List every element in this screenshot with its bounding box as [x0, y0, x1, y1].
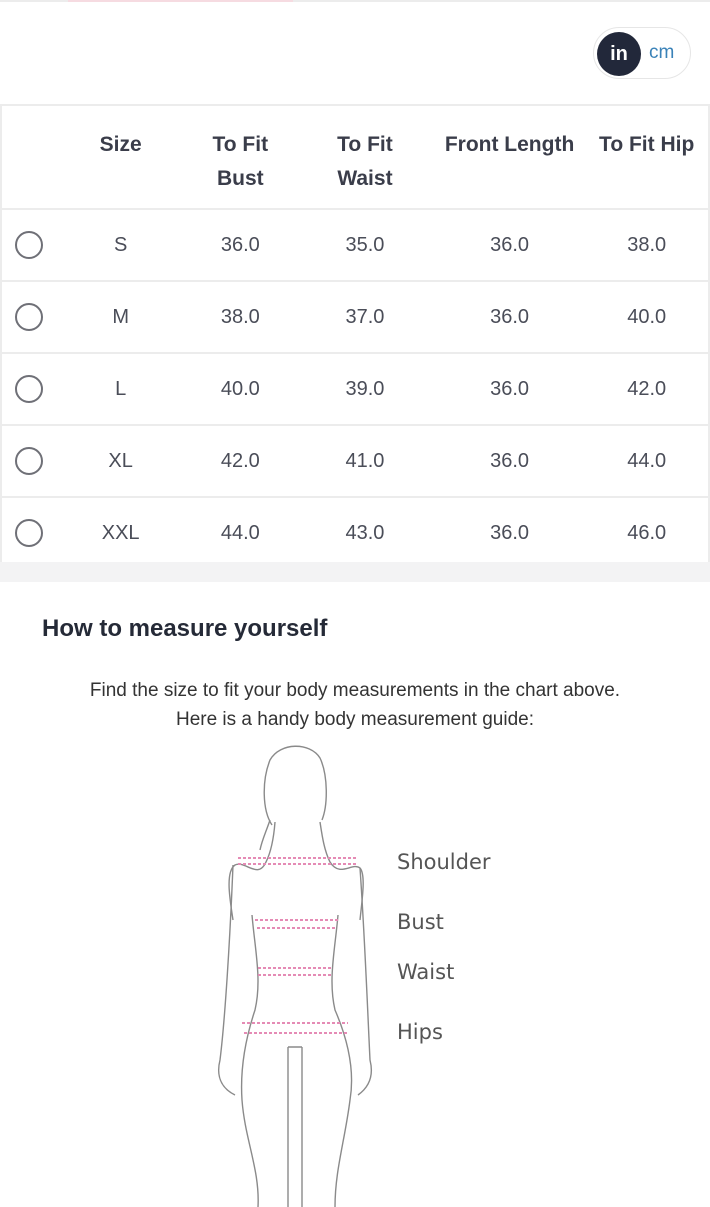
- header-size: Size: [56, 104, 185, 209]
- size-radio[interactable]: [15, 375, 44, 403]
- label-bust: Bust: [397, 910, 444, 934]
- cell-size: L: [56, 352, 185, 425]
- table-row[interactable]: L 40.0 39.0 36.0 42.0: [1, 352, 709, 425]
- table-row[interactable]: S 36.0 35.0 36.0 38.0: [1, 208, 709, 281]
- cell-hip: 42.0: [585, 352, 709, 425]
- cell-front-length: 36.0: [433, 352, 586, 425]
- cell-hip: 44.0: [585, 424, 709, 497]
- cell-bust: 36.0: [184, 208, 297, 281]
- unit-in-option[interactable]: in: [597, 32, 641, 76]
- cell-waist: 39.0: [296, 352, 434, 425]
- measure-lines: [238, 857, 357, 1034]
- cell-front-length: 36.0: [433, 208, 586, 281]
- measure-title: How to measure yourself: [42, 615, 328, 642]
- cell-waist: 41.0: [296, 424, 434, 497]
- cell-hip: 46.0: [585, 496, 709, 570]
- top-divider: [0, 0, 710, 2]
- header-hip: To Fit Hip: [585, 104, 709, 209]
- header-front-length: Front Length: [433, 104, 586, 209]
- table-header-row: Size To Fit Bust To Fit Waist Front Length…: [1, 104, 709, 209]
- label-shoulder: Shoulder: [397, 850, 491, 874]
- cell-hip: 38.0: [585, 208, 709, 281]
- header-bust: To Fit Bust: [184, 104, 297, 209]
- cell-waist: 35.0: [296, 208, 434, 281]
- table-row[interactable]: XXL 44.0 43.0 36.0 46.0: [1, 496, 709, 570]
- cell-hip: 40.0: [585, 280, 709, 353]
- label-hips: Hips: [397, 1020, 443, 1044]
- header-waist: To Fit Waist: [296, 104, 434, 209]
- cell-waist: 37.0: [296, 280, 434, 353]
- cell-size: S: [56, 208, 185, 281]
- cell-front-length: 36.0: [433, 424, 586, 497]
- cell-front-length: 36.0: [433, 280, 586, 353]
- measure-instructions-line1: Find the size to fit your body measureme…: [89, 680, 621, 701]
- unit-toggle[interactable]: in cm: [593, 27, 691, 79]
- size-radio[interactable]: [15, 447, 44, 475]
- size-radio[interactable]: [15, 519, 44, 547]
- cell-size: M: [56, 280, 185, 353]
- body-measurement-figure: [218, 745, 372, 1207]
- top-tab-indicator: [68, 0, 293, 2]
- cell-bust: 40.0: [184, 352, 297, 425]
- cell-size: XL: [56, 424, 185, 497]
- cell-bust: 42.0: [184, 424, 297, 497]
- cell-bust: 44.0: [184, 496, 297, 570]
- section-divider: [0, 562, 710, 582]
- cell-size: XXL: [56, 496, 185, 570]
- label-waist: Waist: [397, 960, 455, 984]
- measure-instructions-line2: Here is a handy body measurement guide:: [175, 709, 535, 730]
- cell-front-length: 36.0: [433, 496, 586, 570]
- size-chart-table: Size To Fit Bust To Fit Waist Front Length…: [0, 104, 710, 570]
- size-radio[interactable]: [15, 303, 44, 331]
- unit-cm-option[interactable]: cm: [649, 42, 675, 63]
- table-row[interactable]: XL 42.0 41.0 36.0 44.0: [1, 424, 709, 497]
- table-row[interactable]: M 38.0 37.0 36.0 40.0: [1, 280, 709, 353]
- size-radio[interactable]: [15, 231, 44, 259]
- cell-waist: 43.0: [296, 496, 434, 570]
- cell-bust: 38.0: [184, 280, 297, 353]
